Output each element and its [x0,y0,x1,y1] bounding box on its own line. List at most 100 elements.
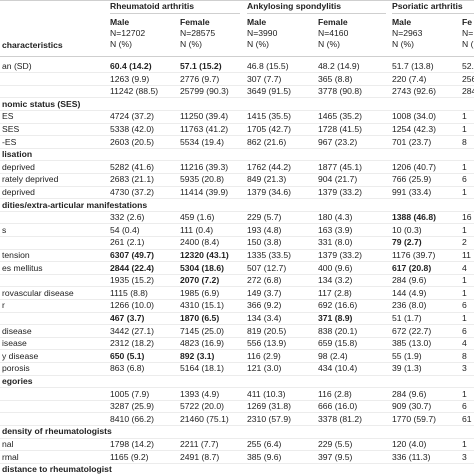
cell: 51 (1.7) [392,313,422,323]
cell: 1705 (42.7) [247,124,291,134]
cell: 1 [462,313,467,323]
row-rule [0,311,474,313]
cell: 163 (3.9) [318,224,353,235]
cell: 307 (7.7) [247,73,282,84]
cell: 5534 (19.4) [180,136,224,147]
row-rule [0,160,474,162]
cell: 2603 (20.5) [110,136,154,147]
cell: 48.2 (14.9) [318,61,360,71]
row-rule [0,336,474,338]
section-label: egories [2,376,33,386]
cell: 5338 (42.0) [110,124,154,134]
cell: 236 (8.0) [392,300,427,311]
cell: 701 (23.7) [392,136,432,147]
group-header: Rheumatoid arthritis [110,1,195,11]
cell: 11250 (39.4) [180,111,229,122]
row-rule [0,286,474,288]
cell: 116 (2.9) [247,350,281,361]
rule [0,0,474,1]
cell: 1870 (6.5) [180,313,220,323]
cell: 2683 (21.1) [110,174,154,185]
row-rule [0,122,474,124]
cell: 336 (11.3) [392,451,431,462]
row-label: rmal [2,451,19,462]
cell: 467 (3.7) [110,313,145,323]
cell: 6 [462,174,467,185]
cell: 1165 (9.2) [110,451,149,462]
cell: 6 [462,401,467,412]
cell: 1269 (31.8) [247,401,291,412]
row-label: porosis [2,363,30,374]
section-label: nomic status (SES) [2,98,81,109]
cell: 3287 (25.9) [110,401,154,412]
row-label: deprived [2,187,35,197]
row-rule [0,462,474,464]
rule [110,13,240,14]
cell: 1798 (14.2) [110,439,154,449]
cell: 400 (9.6) [318,262,353,273]
row-label: tension [2,250,30,260]
row-rule [0,349,474,351]
section-label: density of rheumatologists [2,426,112,437]
row-label: rovascular disease [2,287,74,298]
cell: 117 (2.8) [318,287,352,298]
row-rule [0,248,474,250]
row-label: rately deprived [2,174,59,185]
cell: 1379 (33.2) [318,250,362,260]
cell: 284 (9.6) [392,275,427,286]
cell: 8 [462,350,467,361]
row-label: isease [2,338,27,349]
cell: 6307 (49.7) [110,250,154,260]
cell: 11 [462,250,471,260]
cell: 909 (30.7) [392,401,432,412]
column-header: Male [110,17,130,27]
column-header: N=28575 [180,28,216,38]
cell: 1263 (9.9) [110,73,150,84]
cell: 57.1 (15.2) [180,61,222,71]
cell: 5282 (41.6) [110,161,154,172]
column-header: N (%) [110,39,132,49]
row-rule [0,387,474,389]
row-label: s [2,224,7,235]
cell: 8410 (66.2) [110,413,154,424]
row-label: -ES [2,136,17,147]
cell: 272 (6.8) [247,275,282,286]
cell: 2776 (9.7) [180,73,220,84]
cell: 111 (0.4) [180,224,214,235]
cell: 51.7 (13.8) [392,61,434,71]
cell: 3378 (81.2) [318,413,362,424]
section-label: lisation [2,149,33,160]
cell: 1 [462,275,467,286]
row-rule [0,110,474,111]
cell: 2312 (18.2) [110,338,154,349]
cell: 4310 (15.1) [180,300,224,311]
section-label: distance to rheumatologist [2,464,112,474]
column-header: N=4160 [318,28,349,38]
cell: 892 (3.1) [180,350,215,361]
column-header: N (%) [318,39,340,49]
row-rule [0,147,474,149]
cell: 1115 (8.8) [110,287,148,298]
row-rule [0,273,474,275]
column-header: N=2963 [392,28,423,38]
column-header: N ( [462,39,474,49]
row-label: es mellitus [2,262,43,273]
cell: 5935 (20.8) [180,174,224,185]
cell: 434 (10.4) [318,363,358,374]
cell: 332 (2.6) [110,212,145,223]
cell: 6 [462,325,467,336]
column-header: Male [247,17,267,27]
cell: 1 [462,187,467,197]
column-header: Female [318,17,348,27]
row-rule [0,399,474,401]
cell: 11216 (39.3) [180,161,229,172]
cell: 120 (4.0) [392,439,427,449]
cell: 692 (16.6) [318,300,358,311]
rule [0,56,474,57]
cell: 261 (2.1) [110,237,145,248]
cell: 366 (9.2) [247,300,282,311]
row-rule [0,425,474,426]
row-rule [0,437,474,439]
cell: 1 [462,439,467,449]
row-rule [0,236,474,237]
